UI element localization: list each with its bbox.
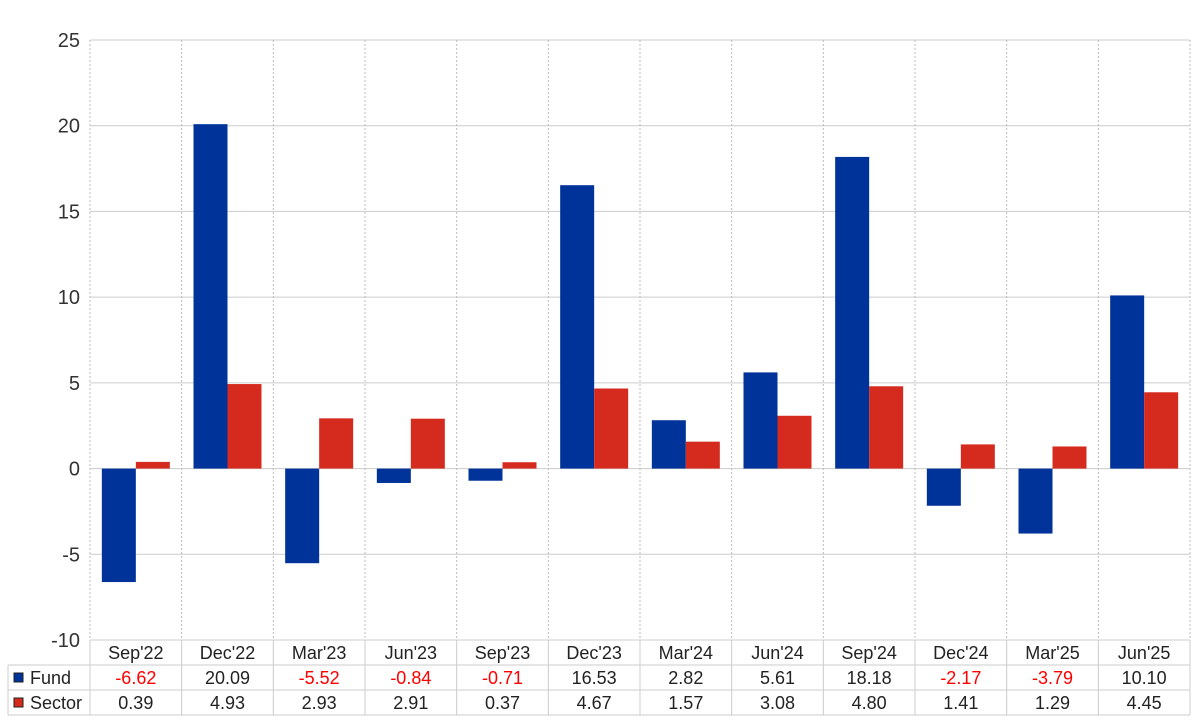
y-tick-label: -10 (51, 630, 80, 652)
y-tick-label: 25 (58, 30, 80, 52)
data-label-sector: 1.41 (943, 693, 978, 713)
bar-fund-9 (926, 468, 961, 506)
data-label-sector: 1.29 (1035, 693, 1070, 713)
bar-sector-5 (594, 388, 629, 469)
bar-sector-10 (1052, 446, 1087, 469)
bar-sector-0 (135, 461, 170, 469)
data-label-sector: 0.39 (118, 693, 153, 713)
data-label-fund: -6.62 (115, 668, 156, 688)
data-label-sector: 4.67 (577, 693, 612, 713)
bar-sector-9 (960, 444, 995, 469)
legend-label-fund: Fund (30, 668, 71, 688)
bar-fund-6 (651, 420, 686, 469)
data-label-fund: 5.61 (760, 668, 795, 688)
data-label-fund: 16.53 (572, 668, 617, 688)
data-label-fund: 18.18 (847, 668, 892, 688)
bar-sector-11 (1144, 392, 1179, 469)
y-tick-label: 10 (58, 287, 80, 309)
bar-fund-3 (376, 468, 411, 483)
x-tick-label: Jun'25 (1118, 643, 1170, 663)
bar-fund-4 (468, 468, 503, 481)
x-tick-label: Mar'25 (1025, 643, 1079, 663)
data-label-sector: 4.45 (1127, 693, 1162, 713)
legend-label-sector: Sector (30, 693, 82, 713)
data-label-sector: 4.93 (210, 693, 245, 713)
y-tick-label: 5 (69, 373, 80, 395)
y-tick-label: 15 (58, 201, 80, 223)
legend-swatch-fund (13, 672, 24, 683)
bar-sector-3 (410, 418, 445, 469)
data-label-sector: 3.08 (760, 693, 795, 713)
data-label-sector: 4.80 (852, 693, 887, 713)
x-tick-label: Dec'24 (933, 643, 988, 663)
bar-sector-1 (227, 384, 262, 469)
y-tick-label: 20 (58, 116, 80, 138)
legend-swatch-sector (13, 697, 24, 708)
x-tick-label: Dec'23 (566, 643, 621, 663)
bar-sector-7 (777, 415, 812, 469)
y-axis: -10 -5 0 5 10 15 20 25 (51, 30, 80, 652)
data-label-sector: 0.37 (485, 693, 520, 713)
y-tick-label: -5 (62, 544, 80, 566)
x-tick-label: Sep'22 (108, 643, 164, 663)
data-label-fund: -0.71 (482, 668, 523, 688)
data-label-sector: 2.93 (302, 693, 337, 713)
bar-fund-8 (835, 156, 870, 469)
data-label-fund: 10.10 (1122, 668, 1167, 688)
data-label-fund: -2.17 (940, 668, 981, 688)
bar-fund-7 (743, 372, 778, 469)
bar-fund-5 (560, 185, 595, 469)
x-tick-label: Sep'23 (475, 643, 531, 663)
data-label-fund: -3.79 (1032, 668, 1073, 688)
x-tick-label: Jun'24 (751, 643, 803, 663)
x-tick-label: Mar'24 (659, 643, 713, 663)
bar-fund-1 (193, 124, 228, 469)
data-label-fund: 2.82 (668, 668, 703, 688)
bar-fund-11 (1110, 295, 1145, 469)
y-tick-label: 0 (69, 459, 80, 481)
bar-fund-2 (285, 468, 320, 564)
data-label-sector: 1.57 (668, 693, 703, 713)
x-tick-label: Mar'23 (292, 643, 346, 663)
bar-sector-8 (869, 386, 904, 469)
data-label-fund: 20.09 (205, 668, 250, 688)
x-tick-label: Sep'24 (841, 643, 897, 663)
bar-fund-0 (101, 468, 136, 583)
x-tick-label: Jun'23 (385, 643, 437, 663)
bar-sector-4 (502, 462, 537, 469)
data-label-fund: -0.84 (390, 668, 431, 688)
bars (101, 124, 1179, 583)
bar-sector-6 (685, 441, 720, 469)
bar-sector-2 (319, 418, 354, 469)
data-table: Sep'22 Dec'22 Mar'23 Jun'23 Sep'23 Dec'23 Mar'… (7, 639, 1191, 716)
x-tick-label: Dec'22 (200, 643, 255, 663)
grid (89, 39, 1191, 641)
data-label-sector: 2.91 (393, 693, 428, 713)
bar-fund-10 (1018, 468, 1053, 534)
data-label-fund: -5.52 (299, 668, 340, 688)
